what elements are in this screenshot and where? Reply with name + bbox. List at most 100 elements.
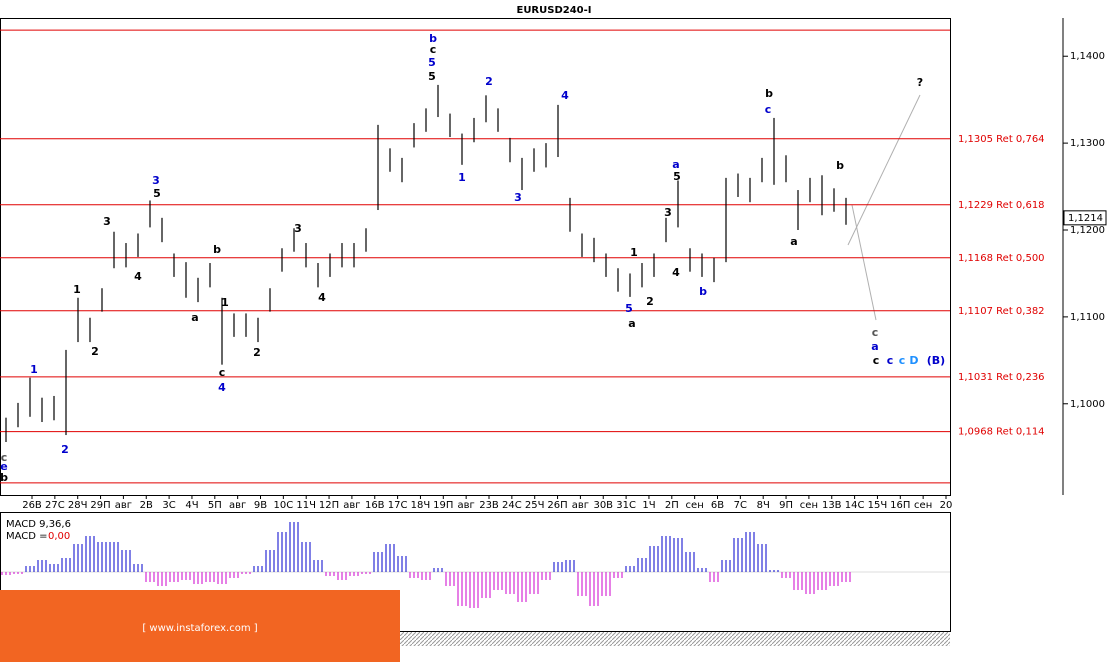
x-tick-label: 20: [940, 500, 953, 511]
wave-label: 2: [253, 346, 261, 359]
wave-label: 2: [91, 345, 99, 358]
wave-label: 3: [664, 206, 672, 219]
x-tick-label: 17С: [388, 500, 408, 511]
wave-label: 4: [218, 381, 226, 394]
wave-label: 2: [61, 443, 69, 456]
x-tick-label: 9В: [254, 500, 267, 511]
level-label: 1,0968 Ret 0,114: [958, 427, 1045, 438]
x-tick-label: 24С: [502, 500, 522, 511]
x-tick-label: 29П: [90, 500, 110, 511]
x-tick-label: 4Ч: [185, 500, 198, 511]
wave-label: c: [1, 451, 8, 464]
x-tick-label: авг: [115, 500, 132, 511]
chart-title: EURUSD240-I: [516, 5, 591, 16]
wave-label: 3: [514, 191, 522, 204]
wave-label: 2: [646, 295, 654, 308]
x-tick-label: 8Ч: [757, 500, 770, 511]
macd-value: 0,00: [48, 531, 70, 542]
wave-label: 5: [673, 170, 681, 183]
x-tick-label: авг: [572, 500, 589, 511]
macd-value-text: MACD =: [6, 531, 48, 542]
x-tick-label: 25Ч: [525, 500, 545, 511]
wave-label: c: [887, 354, 894, 367]
x-tick-label: 16В: [365, 500, 385, 511]
x-tick-label: авг: [343, 500, 360, 511]
wave-label: a: [628, 317, 635, 330]
wave-label: e: [0, 460, 7, 473]
x-tick-label: 18Ч: [411, 500, 431, 511]
y-tick-label: 1,1000: [1070, 399, 1105, 410]
x-tick-label: авг: [458, 500, 475, 511]
wave-label: c: [219, 366, 226, 379]
x-tick-label: 31С: [616, 500, 636, 511]
wave-label: ?: [917, 76, 923, 89]
x-tick-label: сен: [686, 500, 704, 511]
level-label: 1,1229 Ret 0,618: [958, 200, 1045, 211]
x-tick-label: авг: [229, 500, 246, 511]
wave-label: 1: [73, 283, 81, 296]
x-tick-label: 28Ч: [68, 500, 88, 511]
y-tick-label: 1,1300: [1070, 138, 1105, 149]
x-tick-label: 1Ч: [642, 500, 655, 511]
x-tick-label: 6В: [711, 500, 724, 511]
wave-label: 5: [625, 302, 633, 315]
wave-label: 1: [630, 246, 638, 259]
wave-label: 1: [30, 363, 38, 376]
wave-label: b: [765, 87, 773, 100]
wave-label: b: [0, 471, 8, 484]
wave-label: 5: [153, 187, 161, 200]
x-tick-label: 10С: [273, 500, 293, 511]
x-tick-label: 12П: [319, 500, 339, 511]
x-tick-label: 14С: [845, 500, 865, 511]
x-tick-label: 27С: [45, 500, 65, 511]
wave-label: D: [909, 354, 918, 367]
wave-label: a: [191, 311, 198, 324]
wave-label: a: [790, 235, 797, 248]
x-tick-label: 9П: [779, 500, 793, 511]
x-tick-label: 2П: [665, 500, 679, 511]
wave-label: a: [871, 340, 878, 353]
x-tick-label: 2В: [140, 500, 153, 511]
wave-label: 4: [561, 89, 569, 102]
wave-label: c: [765, 103, 772, 116]
wave-label: 1: [221, 296, 229, 309]
forecast-line: [851, 204, 877, 321]
macd-title: MACD 9,36,6: [6, 519, 71, 530]
x-tick-label: сен: [800, 500, 818, 511]
level-label: 1,1107 Ret 0,382: [958, 306, 1045, 317]
hatch-strip: [400, 632, 950, 646]
x-tick-label: 30В: [593, 500, 613, 511]
wave-label: 5: [428, 70, 436, 83]
last-price-box: [1063, 210, 1107, 226]
wave-label: c: [872, 326, 879, 339]
watermark: [ www.instaforex.com ]: [142, 623, 257, 634]
wave-label: b: [429, 32, 437, 45]
wave-label: 4: [318, 291, 326, 304]
x-tick-label: 5П: [208, 500, 222, 511]
x-tick-label: 11Ч: [296, 500, 316, 511]
x-tick-label: 26П: [547, 500, 567, 511]
level-label: 1,1168 Ret 0,500: [958, 253, 1045, 264]
x-tick-label: 7С: [734, 500, 747, 511]
wave-label: b: [836, 159, 844, 172]
x-tick-label: 19П: [433, 500, 453, 511]
price-panel: [0, 18, 951, 496]
wave-label: 4: [672, 266, 680, 279]
wave-label: 5: [428, 56, 436, 69]
x-tick-label: сен: [914, 500, 932, 511]
wave-label: b: [699, 285, 707, 298]
x-tick-label: 3С: [162, 500, 175, 511]
wave-label: a: [672, 158, 679, 171]
y-tick-label: 1,1100: [1070, 312, 1105, 323]
wave-label: c: [430, 43, 437, 56]
y-tick-label: 1,1200: [1070, 225, 1105, 236]
level-label: 1,1305 Ret 0,764: [958, 134, 1045, 145]
wave-label: 4: [134, 270, 142, 283]
x-tick-label: 26В: [22, 500, 42, 511]
wave-label: c: [899, 354, 906, 367]
level-label: 1,1031 Ret 0,236: [958, 372, 1045, 383]
wave-label: c: [873, 354, 880, 367]
wave-label: (B): [927, 354, 945, 367]
